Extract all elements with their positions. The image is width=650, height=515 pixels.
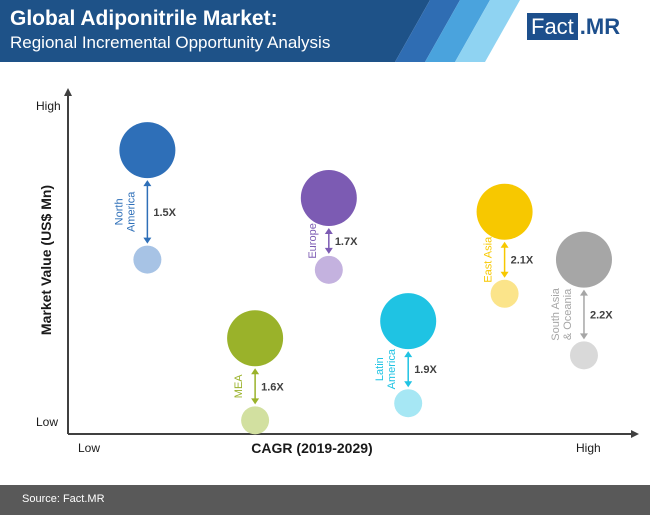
footer-bar: Source: Fact.MR <box>0 485 650 515</box>
region-label-line: America <box>125 191 137 232</box>
growth-arrowhead-down-europe <box>324 247 333 254</box>
region-label-line: MEA <box>233 374 245 399</box>
banner-stripe-1 <box>395 0 460 62</box>
growth-arrowhead-up-europe <box>324 228 333 235</box>
bubble-current-east-asia <box>490 279 519 308</box>
x-tick-high: High <box>576 441 601 455</box>
bubble-future-europe <box>300 170 357 227</box>
multiplier-label-latin-america: 1.9X <box>414 364 437 376</box>
bubble-future-north-america <box>119 122 176 179</box>
multiplier-label-mea: 1.6X <box>261 381 284 393</box>
growth-arrowhead-up-latin-america <box>404 351 413 358</box>
bubble-current-latin-america <box>394 389 423 418</box>
bubble-series-group: 1.5XNorthAmerica1.6XMEA1.7XEurope1.9XLat… <box>113 122 613 435</box>
growth-arrowhead-down-east-asia <box>500 271 509 278</box>
x-tick-low: Low <box>78 441 100 455</box>
bubble-current-south-asia-and-oceania <box>569 341 598 370</box>
region-label-line: Europe <box>307 223 319 258</box>
chart-subtitle: Regional Incremental Opportunity Analysi… <box>10 33 331 52</box>
header-banner: Global Adiponitrile Market: Regional Inc… <box>0 0 650 70</box>
bubble-future-latin-america <box>380 293 437 350</box>
bubble-current-north-america <box>133 245 162 274</box>
growth-arrowhead-up-south-asia-and-oceania <box>579 289 588 296</box>
multiplier-label-south-asia-and-oceania: 2.2X <box>590 309 613 321</box>
growth-arrowhead-up-mea <box>251 368 260 375</box>
bubble-future-east-asia <box>476 183 533 240</box>
growth-arrowhead-up-east-asia <box>500 241 509 248</box>
logo-text-fact: Fact <box>527 13 578 40</box>
growth-arrowhead-down-south-asia-and-oceania <box>579 333 588 340</box>
banner-stripe-2 <box>425 0 490 62</box>
title-banner-shape <box>0 0 520 62</box>
region-label-europe: Europe <box>307 223 319 258</box>
y-axis-title: Market Value (US$ Mn) <box>38 185 54 335</box>
growth-arrowhead-down-north-america <box>143 237 152 244</box>
bubble-future-mea <box>227 310 284 367</box>
multiplier-label-north-america: 1.5X <box>153 207 176 219</box>
region-label-latin-america: LatinAmerica <box>374 348 398 389</box>
factmr-logo: Fact .MR <box>527 13 621 40</box>
region-label-south-asia-and-oceania: South Asia& Oceania <box>550 287 574 340</box>
y-tick-high: High <box>36 99 61 113</box>
banner-dark-band <box>0 0 430 62</box>
multiplier-label-east-asia: 2.1X <box>511 255 534 267</box>
region-label-line: South Asia <box>550 287 562 340</box>
bubble-chart-svg: High Low Low High CAGR (2019-2029) Marke… <box>36 88 639 456</box>
region-label-line: North <box>113 198 125 225</box>
region-label-line: Latin <box>374 357 386 381</box>
x-axis-title: CAGR (2019-2029) <box>251 440 372 456</box>
source-note: Source: Fact.MR <box>22 493 105 505</box>
chart-title: Global Adiponitrile Market: <box>10 7 278 30</box>
region-label-line: America <box>386 348 398 389</box>
bubble-current-europe <box>314 255 343 284</box>
logo-text-mr: .MR <box>579 14 621 39</box>
multiplier-label-europe: 1.7X <box>335 236 358 248</box>
growth-arrowhead-up-north-america <box>143 180 152 187</box>
region-label-line: & Oceania <box>562 288 574 340</box>
growth-arrowhead-down-mea <box>251 398 260 405</box>
y-tick-low: Low <box>36 415 58 429</box>
region-label-line: East Asia <box>483 236 495 283</box>
banner-stripe-3 <box>455 0 520 62</box>
region-label-north-america: NorthAmerica <box>113 191 137 232</box>
region-label-mea: MEA <box>233 374 245 399</box>
bubble-future-south-asia-and-oceania <box>555 231 612 288</box>
growth-arrowhead-down-latin-america <box>404 381 413 388</box>
bubble-current-mea <box>241 406 270 435</box>
region-label-east-asia: East Asia <box>483 236 495 283</box>
bubble-chart: High Low Low High CAGR (2019-2029) Marke… <box>0 70 650 480</box>
